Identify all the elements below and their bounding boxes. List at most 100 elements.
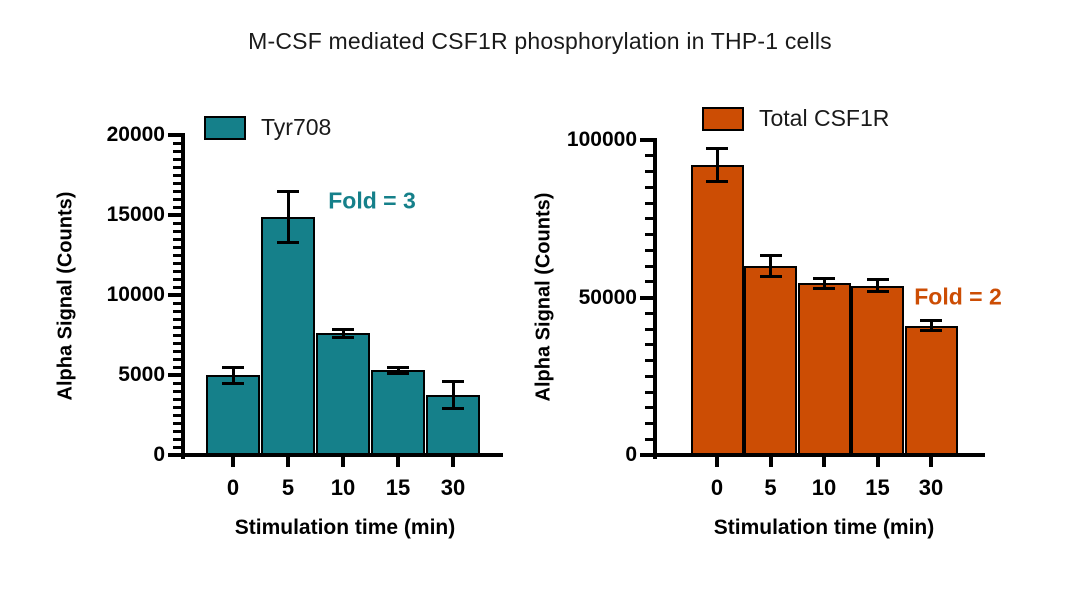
y-major-tick — [640, 453, 653, 457]
y-minor-tick — [173, 349, 181, 353]
bar-30min — [904, 325, 958, 455]
y-minor-tick — [173, 301, 181, 305]
y-minor-tick — [173, 149, 181, 153]
bar-0min — [206, 375, 260, 455]
error-bar — [396, 367, 400, 374]
bar-10min — [316, 333, 370, 455]
y-minor-tick — [173, 165, 181, 169]
x-axis-title: Stimulation time (min) — [713, 516, 935, 539]
x-tick-label: 0 — [226, 475, 240, 500]
y-axis-title: Alpha Signal (Counts) — [54, 191, 77, 401]
y-minor-tick — [173, 205, 181, 209]
y-tick-label: 10000 — [106, 283, 165, 306]
y-major-tick — [640, 295, 653, 300]
y-tick-label: 50000 — [578, 285, 637, 309]
error-bar — [286, 191, 290, 243]
y-minor-tick — [173, 389, 181, 393]
y-minor-tick — [173, 429, 181, 433]
y-minor-tick — [645, 406, 653, 410]
x-tick — [929, 457, 933, 467]
x-tick — [875, 457, 880, 467]
error-cap-bottom — [706, 180, 728, 184]
y-minor-tick — [173, 181, 181, 185]
error-cap-bottom — [920, 329, 942, 333]
error-cap-top — [222, 365, 244, 369]
bar-5min — [744, 266, 797, 455]
y-minor-tick — [173, 189, 181, 193]
error-cap-bottom — [332, 335, 354, 339]
y-minor-tick — [173, 157, 181, 161]
legend-label: Total CSF1R — [759, 105, 890, 131]
error-cap-top — [277, 189, 299, 193]
y-minor-tick — [173, 277, 181, 281]
y-minor-tick — [645, 233, 653, 236]
error-cap-bottom — [813, 286, 835, 290]
y-major-tick — [168, 453, 181, 457]
x-tick — [768, 457, 773, 467]
x-tick-label: 15 — [865, 475, 890, 500]
bar-30min — [426, 395, 480, 455]
error-cap-top — [759, 254, 782, 258]
y-minor-tick — [645, 217, 653, 221]
x-tick — [286, 457, 290, 467]
y-minor-tick — [173, 141, 181, 145]
error-bar — [715, 148, 719, 182]
y-minor-tick — [173, 405, 181, 409]
error-cap-top — [387, 365, 409, 369]
x-tick-label: 0 — [710, 475, 724, 500]
y-minor-tick — [173, 445, 181, 449]
y-minor-tick — [173, 237, 181, 241]
plot-area: 0 50000 100000 0 5 10 15 30 — [567, 128, 985, 500]
y-minor-tick — [645, 390, 653, 394]
x-tick-label: 10 — [811, 475, 837, 500]
error-cap-bottom — [442, 407, 464, 411]
y-minor-tick — [173, 269, 181, 273]
y-minor-tick — [645, 170, 653, 173]
y-minor-tick — [645, 327, 653, 331]
error-bar — [822, 278, 826, 289]
y-minor-tick — [645, 264, 653, 268]
bar-5min — [261, 216, 315, 455]
error-bar — [231, 367, 235, 383]
legend: Tyr708 — [204, 114, 331, 141]
fold-annotation: Fold = 3 — [328, 187, 416, 214]
x-tick — [341, 457, 345, 467]
y-minor-tick — [173, 309, 181, 313]
y-minor-tick — [645, 359, 653, 362]
error-bar — [876, 279, 879, 292]
y-minor-tick — [173, 437, 181, 441]
error-cap-bottom — [387, 371, 409, 375]
x-tick — [715, 457, 719, 467]
y-axis-spine — [181, 133, 185, 459]
y-tick-label: 5000 — [118, 363, 165, 386]
y-minor-tick — [645, 422, 653, 425]
error-cap-top — [920, 319, 942, 323]
error-cap-top — [813, 277, 835, 281]
y-minor-tick — [173, 229, 181, 233]
y-minor-tick — [173, 317, 181, 321]
error-cap-top — [332, 327, 354, 331]
y-minor-tick — [645, 437, 653, 441]
y-minor-tick — [173, 325, 181, 329]
y-minor-tick — [645, 280, 653, 284]
y-minor-tick — [645, 343, 653, 347]
y-major-tick — [168, 293, 181, 297]
legend: Total CSF1R — [702, 105, 889, 132]
x-tick — [822, 457, 826, 467]
y-major-tick — [168, 213, 181, 217]
y-axis-spine — [653, 138, 657, 459]
bar-0min — [690, 165, 744, 455]
y-tick-label: 0 — [153, 443, 165, 466]
y-minor-tick — [173, 421, 181, 425]
y-minor-tick — [645, 201, 653, 205]
y-minor-tick — [173, 221, 181, 225]
error-cap-top — [442, 379, 464, 383]
y-major-tick — [168, 133, 181, 137]
error-cap-bottom — [759, 274, 782, 278]
y-minor-tick — [645, 311, 653, 315]
error-bar — [341, 329, 345, 338]
y-axis-title: Alpha Signal (Counts) — [532, 192, 555, 402]
y-minor-tick — [173, 397, 181, 401]
y-major-tick — [168, 373, 181, 377]
